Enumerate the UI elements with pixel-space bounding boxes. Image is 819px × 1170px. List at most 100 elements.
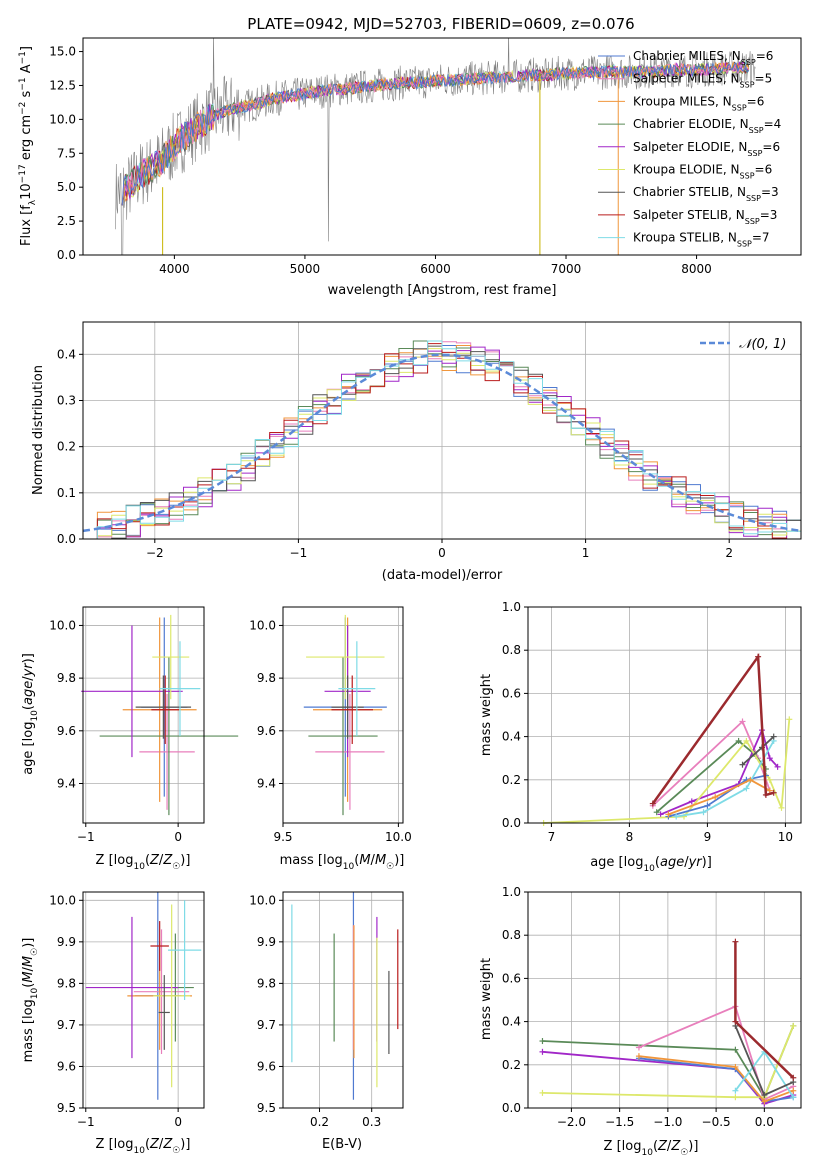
x-tick-label: 8	[626, 830, 634, 844]
z-weight-panel: −2.0 −1.5 −1.0 −0.5 0.0 0.0 0.2 0.4 0.6 0.8 1.0	[502, 885, 802, 1129]
z-mass-ylabel: mass [log10(M/M☉)]	[21, 938, 40, 1063]
y-tick-label: 0.3	[57, 393, 76, 407]
x-tick-label: 10.0	[385, 830, 412, 844]
z-mass-xlabel: Z [log10(Z/Z☉)]	[96, 1137, 191, 1156]
legend-label: Chabrier STELIB, NSSP=3	[633, 185, 779, 203]
z-age-ylabel: age [log10(age/yr)]	[21, 653, 40, 775]
model-spectrum	[121, 62, 750, 206]
x-tick-label: 4000	[159, 262, 190, 276]
y-tick-label: 0.1	[57, 486, 76, 500]
panel-frame	[527, 606, 802, 824]
y-tick-label: 9.5	[57, 1101, 76, 1115]
y-tick-label: 9.6	[257, 724, 276, 738]
spectrum-ylabel: Flux [fλ10−17 erg cm−2 s−1 A−1]	[18, 46, 38, 246]
x-tick-label: −1	[77, 1115, 95, 1129]
y-tick-label: 0.8	[502, 928, 521, 942]
z-vs-age-panel: −1 0 9.4 9.6 9.8 10.0	[49, 606, 239, 844]
y-tick-label: 7.5	[57, 146, 76, 160]
y-tick-label: 12.5	[49, 78, 76, 92]
gaussian-legend-label: 𝒩(0, 1)	[739, 337, 786, 352]
z-age-xlabel: Z [log10(Z/Z☉)]	[96, 853, 191, 872]
x-tick-label: 8000	[681, 262, 712, 276]
y-tick-label: 9.4	[57, 776, 76, 790]
weight-series	[542, 1025, 795, 1099]
y-tick-label: 10.0	[49, 618, 76, 632]
y-tick-label: 9.4	[257, 776, 276, 790]
y-tick-label: 15.0	[49, 45, 76, 59]
z-vs-mass-panel: −1 0 9.5 9.6 9.7 9.8 9.9 10.0	[49, 891, 205, 1129]
weight-series	[638, 1005, 794, 1101]
x-tick-label: −1	[77, 830, 95, 844]
weight-series	[668, 774, 767, 818]
y-tick-label: 0.2	[502, 1058, 521, 1072]
y-tick-label: 10.0	[49, 112, 76, 126]
y-tick-label: 9.8	[57, 671, 76, 685]
data-spectrum	[115, 38, 756, 255]
residual-ylabel: Normed distribution	[31, 365, 46, 495]
spectrum-frame	[82, 37, 802, 256]
z-weight-ylabel: mass weight	[479, 958, 494, 1040]
y-tick-label: 1.0	[502, 600, 521, 614]
errorbars	[303, 614, 387, 816]
x-tick-label: 0	[174, 830, 182, 844]
y-tick-label: 9.7	[57, 1018, 76, 1032]
panel-frame	[282, 891, 404, 1109]
age-weight-panel: 7 8 9 10 0.0 0.2 0.4 0.6 0.8 1.0	[502, 600, 802, 844]
y-tick-label: 10.0	[249, 893, 276, 907]
legend-label: Chabrier MILES, NSSP=6	[633, 49, 773, 67]
legend-label: Salpeter ELODIE, NSSP=6	[633, 140, 780, 158]
weight-lines	[539, 938, 797, 1107]
x-tick-label: 0	[174, 1115, 182, 1129]
x-tick-label: 5000	[290, 262, 321, 276]
legend-label: Salpeter STELIB, NSSP=3	[633, 208, 777, 226]
spectrum-legend: Chabrier MILES, NSSP=6 Salpeter MILES, NS…	[598, 49, 781, 248]
residual-histograms	[82, 340, 802, 540]
panel-frame	[282, 606, 404, 824]
x-tick-label: −2.0	[557, 1115, 586, 1129]
x-tick-label: 0.3	[362, 1115, 381, 1129]
y-tick-label: 1.0	[502, 885, 521, 899]
residual-panel: −2 −1 0 1 2 0.0 0.1 0.2 0.3 0.4 𝒩(0, 1) (data-mod…	[31, 321, 802, 583]
spectrum-xlabel: wavelength [Angstrom, rest frame]	[328, 283, 557, 298]
x-tick-label: 10	[778, 830, 793, 844]
y-tick-label: 0.4	[57, 347, 76, 361]
model-spectrum	[121, 61, 750, 206]
panel-frame	[527, 891, 802, 1109]
x-tick-label: −0.5	[702, 1115, 731, 1129]
y-tick-label: 0.2	[57, 440, 76, 454]
age-weight-xlabel: age [log10(age/yr)]	[590, 855, 712, 874]
y-tick-label: 0.0	[57, 532, 76, 546]
mass-vs-age-panel: 9.5 10.0 9.4 9.6 9.8 10.0	[249, 606, 412, 844]
y-tick-label: 0.6	[502, 686, 521, 700]
x-tick-label: 7000	[551, 262, 582, 276]
y-tick-label: 9.6	[57, 724, 76, 738]
weight-series	[543, 719, 791, 824]
legend-label: Kroupa MILES, NSSP=6	[633, 94, 764, 112]
legend-label: Kroupa STELIB, NSSP=7	[633, 231, 770, 249]
y-tick-label: 10.0	[49, 893, 76, 907]
weight-series	[676, 740, 775, 818]
residual-histogram	[83, 340, 801, 540]
x-tick-label: 0	[438, 546, 446, 560]
x-tick-label: −2	[146, 546, 164, 560]
y-tick-label: 0.2	[502, 773, 521, 787]
y-tick-label: 10.0	[249, 618, 276, 632]
y-tick-label: 9.9	[257, 935, 276, 949]
y-tick-label: 5.0	[57, 180, 76, 194]
y-tick-label: 9.5	[257, 1101, 276, 1115]
x-tick-label: 1	[582, 546, 590, 560]
residual-xlabel: (data-model)/error	[382, 568, 503, 583]
legend-label: Salpeter MILES, NSSP=5	[633, 72, 772, 90]
y-tick-label: 9.8	[257, 671, 276, 685]
panel-frame	[82, 891, 205, 1109]
x-tick-label: 0.0	[755, 1115, 774, 1129]
y-tick-label: 9.7	[257, 1018, 276, 1032]
mass-age-xlabel: mass [log10(M/M☉)]	[280, 853, 405, 872]
errorbars	[291, 892, 399, 1100]
x-tick-label: 7	[548, 830, 556, 844]
grid	[83, 607, 204, 823]
spectrum-plot-content	[115, 38, 756, 255]
y-tick-label: 0.0	[502, 1101, 521, 1115]
residual-axes: −2 −1 0 1 2 0.0 0.1 0.2 0.3 0.4	[57, 347, 733, 560]
